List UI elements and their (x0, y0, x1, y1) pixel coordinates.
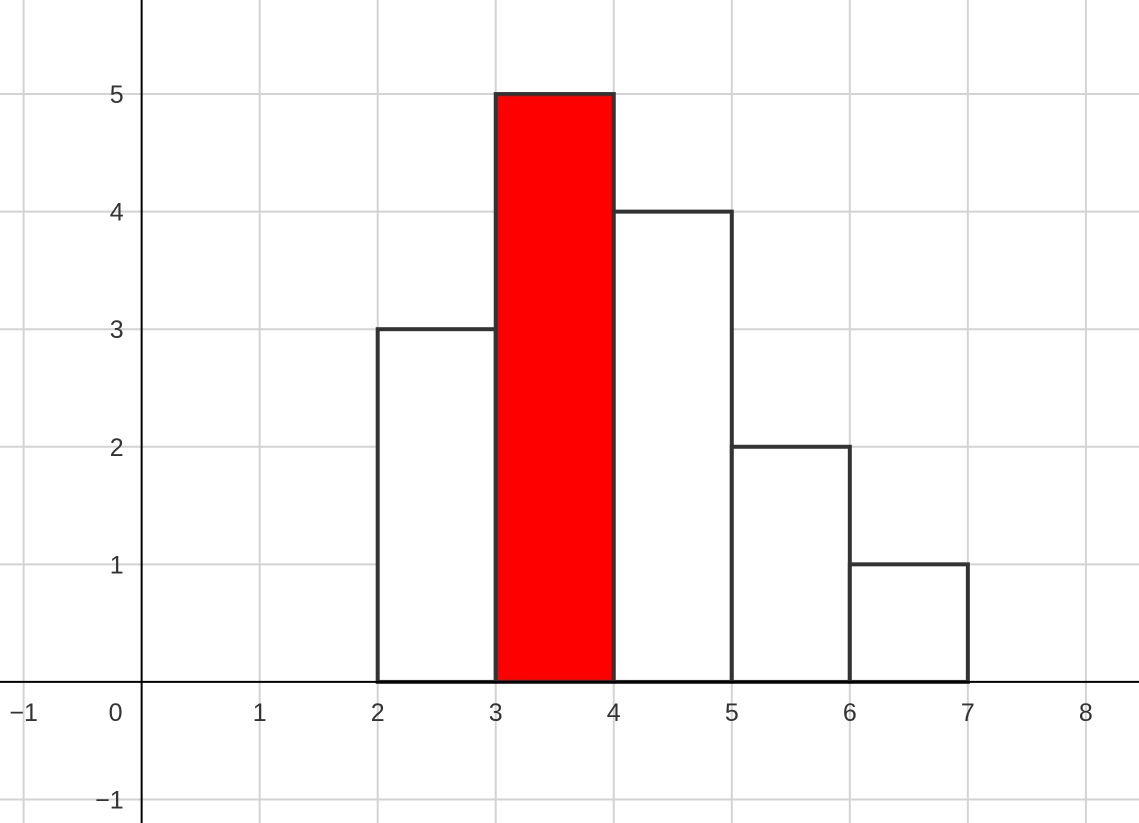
bar-4-5 (611, 209, 734, 684)
x-tick-label: 8 (1079, 699, 1093, 727)
y-tick-label: 1 (110, 551, 124, 579)
bar-2-3 (375, 327, 498, 684)
bars (375, 92, 970, 684)
bar-5-6 (729, 444, 852, 684)
y-tick-label: 5 (110, 81, 124, 109)
origin-label: 0 (109, 699, 123, 727)
y-tick-label: −1 (95, 786, 124, 814)
x-tick-label: 4 (607, 699, 621, 727)
x-tick-label: −1 (9, 699, 38, 727)
y-tick-label: 3 (110, 316, 124, 344)
x-tick-label: 6 (843, 699, 857, 727)
x-tick-label: 1 (253, 699, 267, 727)
x-tick-label: 7 (961, 699, 975, 727)
x-tick-label: 5 (725, 699, 739, 727)
x-tick-label: 3 (489, 699, 503, 727)
x-tick-label: 2 (371, 699, 385, 727)
bar-3-4 (493, 92, 616, 684)
tick-labels: −1 1 2 3 4 5 6 7 8 −1 1 2 3 4 5 0 (9, 81, 1092, 814)
y-tick-label: 2 (110, 434, 124, 462)
bar-6-7 (847, 562, 970, 684)
y-tick-label: 4 (110, 199, 124, 227)
